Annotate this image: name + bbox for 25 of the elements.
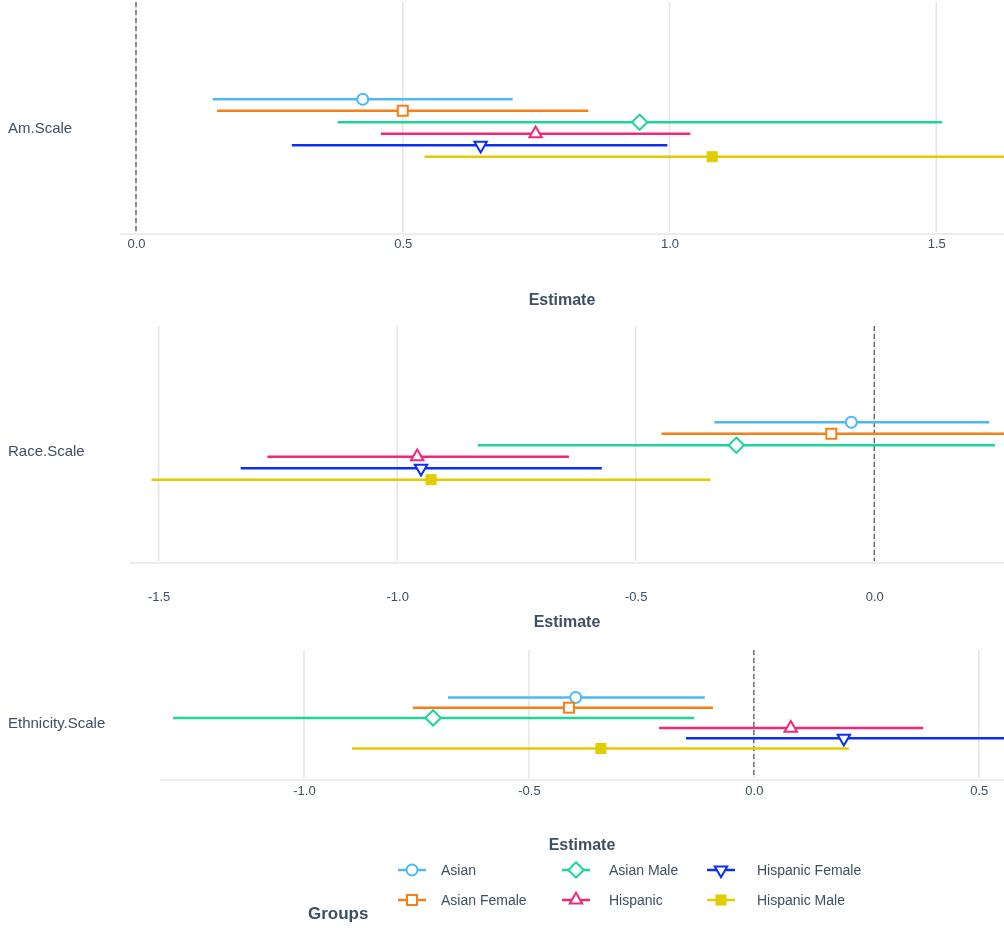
x-tick-label: -1.0	[293, 783, 316, 799]
legend-label: Asian Female	[441, 892, 527, 908]
y-tick-label: Race.Scale	[8, 442, 85, 459]
x-axis-title: Estimate	[528, 291, 596, 308]
x-tick-label: -0.5	[518, 783, 541, 799]
legend-label: Asian	[441, 862, 477, 878]
x-tick-label: -1.5	[147, 589, 171, 605]
x-tick-label: 1.5	[927, 236, 946, 252]
x-tick-label: -0.5	[625, 589, 648, 605]
x-tick-label: 1.0	[660, 236, 680, 252]
legend-label: Hispanic Male	[757, 892, 846, 908]
x-tick-label: -1.0	[386, 589, 409, 605]
x-tick-label: 0.5	[394, 236, 413, 252]
x-tick-label: 0.0	[127, 236, 146, 252]
legend-label: Hispanic Female	[757, 862, 862, 878]
x-tick-label: 0.5	[970, 783, 989, 799]
x-axis-title: Estimate	[548, 836, 616, 853]
legend-title: Groups	[308, 904, 369, 923]
y-tick-label: Am.Scale	[8, 119, 73, 136]
y-tick-label: Ethnicity.Scale	[8, 714, 106, 731]
legend-label: Hispanic	[609, 892, 663, 908]
legend-label: Asian Male	[609, 862, 679, 878]
x-tick-label: 0.0	[865, 589, 884, 605]
x-axis-title: Estimate	[533, 613, 601, 630]
x-tick-label: 0.0	[745, 783, 764, 799]
